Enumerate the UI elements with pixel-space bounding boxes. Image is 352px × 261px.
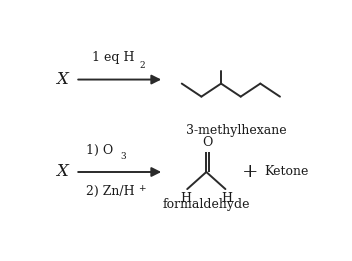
Text: X: X (56, 71, 68, 88)
Text: 2) Zn/H: 2) Zn/H (86, 185, 135, 198)
Text: +: + (242, 163, 258, 181)
Text: 2: 2 (139, 61, 145, 69)
Text: 1) O: 1) O (86, 144, 114, 157)
Text: Ketone: Ketone (265, 165, 309, 179)
Text: O: O (202, 137, 213, 150)
Text: 3: 3 (120, 152, 126, 161)
Text: X: X (56, 163, 68, 181)
Text: +: + (138, 184, 146, 193)
Text: 3-methylhexane: 3-methylhexane (186, 124, 287, 137)
Text: formaldehyde: formaldehyde (163, 198, 250, 211)
Text: H: H (221, 192, 232, 205)
Text: H: H (180, 192, 191, 205)
Text: 1 eq H: 1 eq H (92, 51, 134, 64)
